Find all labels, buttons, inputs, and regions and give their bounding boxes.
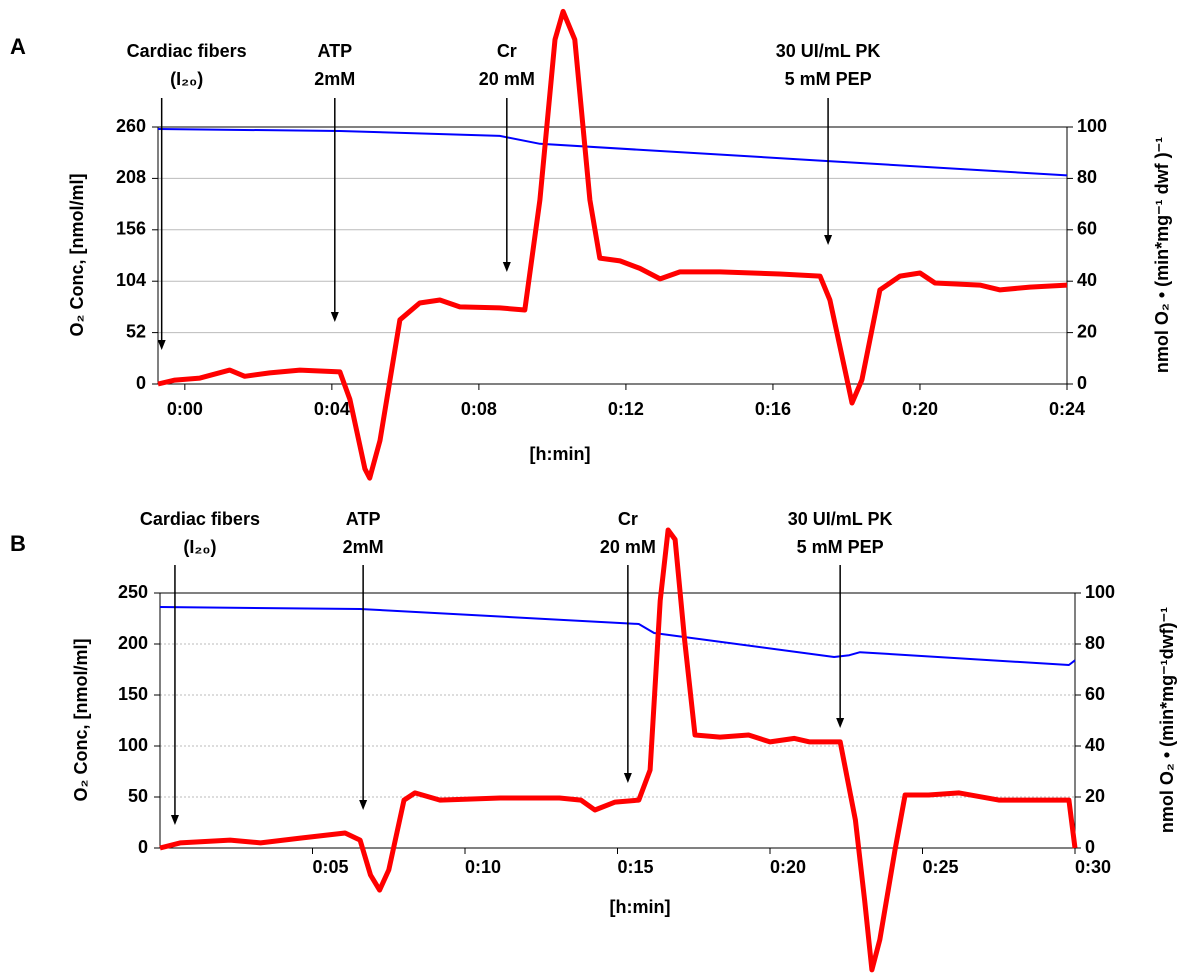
annotation-text: 2mM <box>314 69 355 89</box>
y-tick-label: 50 <box>128 786 148 806</box>
y-tick-label: 156 <box>116 219 146 239</box>
y2-tick-label: 80 <box>1085 633 1105 653</box>
y2-tick-label: 40 <box>1077 270 1097 290</box>
y2-tick-label: 40 <box>1085 735 1105 755</box>
y2-tick-label: 60 <box>1085 684 1105 704</box>
annotation-text: 20 mM <box>479 69 535 89</box>
x-tick-label: 0:25 <box>922 857 958 877</box>
x-tick-label: 0:30 <box>1075 857 1111 877</box>
annotation-text: 20 mM <box>600 537 656 557</box>
y2-tick-label: 60 <box>1077 219 1097 239</box>
plot-frame <box>159 592 1076 849</box>
y2-tick-label: 20 <box>1085 786 1105 806</box>
arrow-head <box>359 800 368 810</box>
y-axis-label: O₂ Conc, [nmol/ml] <box>71 639 91 802</box>
y-tick-label: 200 <box>118 633 148 653</box>
x-tick-label: 0:12 <box>608 399 644 419</box>
annotation-text: ATP <box>346 509 381 529</box>
y-axis-label: O₂ Conc, [nmol/ml] <box>67 174 87 337</box>
arrow-head <box>824 235 833 245</box>
y-tick-label: 260 <box>116 116 146 136</box>
annotation-text: (I₂₀) <box>183 537 216 557</box>
y2-tick-label: 20 <box>1077 321 1097 341</box>
annotation-text: Cr <box>497 41 517 61</box>
x-axis-label: [h:min] <box>610 897 671 917</box>
annotation-text: 5 mM PEP <box>797 537 884 557</box>
rate-line <box>159 527 1078 973</box>
y-tick-label: 0 <box>136 373 146 393</box>
y-tick-label: 150 <box>118 684 148 704</box>
y2-tick-label: 80 <box>1077 167 1097 187</box>
annotation-text: 2mM <box>343 537 384 557</box>
arrow-head <box>836 718 845 728</box>
arrow-head <box>502 262 511 272</box>
x-tick-label: 0:10 <box>465 857 501 877</box>
rate-line <box>157 8 1068 481</box>
annotation-text: ATP <box>317 41 352 61</box>
y-tick-label: 100 <box>118 735 148 755</box>
annotation-text: Cr <box>618 509 638 529</box>
x-tick-label: 0:20 <box>770 857 806 877</box>
y2-axis-label: nmol O₂ • (min*mg⁻¹dwf)⁻¹ <box>1157 607 1177 833</box>
o2-line <box>159 606 1076 666</box>
x-tick-label: 0:16 <box>755 399 791 419</box>
arrow-head <box>623 773 632 783</box>
annotation-text: 30 UI/mL PK <box>788 509 893 529</box>
x-axis-label: [h:min] <box>530 444 591 464</box>
x-tick-label: 0:24 <box>1049 399 1085 419</box>
y2-tick-label: 0 <box>1085 837 1095 857</box>
x-tick-label: 0:04 <box>314 399 350 419</box>
annotation-text: 5 mM PEP <box>785 69 872 89</box>
arrow-head <box>330 312 339 322</box>
x-tick-label: 0:05 <box>312 857 348 877</box>
y-tick-label: 250 <box>118 582 148 602</box>
panel-label: B <box>10 531 26 556</box>
y2-tick-label: 0 <box>1077 373 1087 393</box>
annotation-text: (I₂₀) <box>170 69 203 89</box>
panel-label: A <box>10 34 26 59</box>
y2-tick-label: 100 <box>1077 116 1107 136</box>
y-tick-label: 52 <box>126 321 146 341</box>
x-tick-label: 0:20 <box>902 399 938 419</box>
y-tick-label: 104 <box>116 270 146 290</box>
x-tick-label: 0:15 <box>617 857 653 877</box>
x-tick-label: 0:08 <box>461 399 497 419</box>
arrow-head <box>157 340 166 350</box>
y2-tick-label: 100 <box>1085 582 1115 602</box>
annotation-text: Cardiac fibers <box>140 509 260 529</box>
plot-frame <box>157 126 1068 385</box>
y-tick-label: 208 <box>116 167 146 187</box>
o2-line <box>157 128 1068 177</box>
y-tick-label: 0 <box>138 837 148 857</box>
annotation-text: 30 UI/mL PK <box>776 41 881 61</box>
annotation-text: Cardiac fibers <box>127 41 247 61</box>
x-tick-label: 0:00 <box>167 399 203 419</box>
arrow-head <box>170 815 179 825</box>
y2-axis-label: nmol O₂ • (min*mg⁻¹ dwf )⁻¹ <box>1152 137 1172 373</box>
